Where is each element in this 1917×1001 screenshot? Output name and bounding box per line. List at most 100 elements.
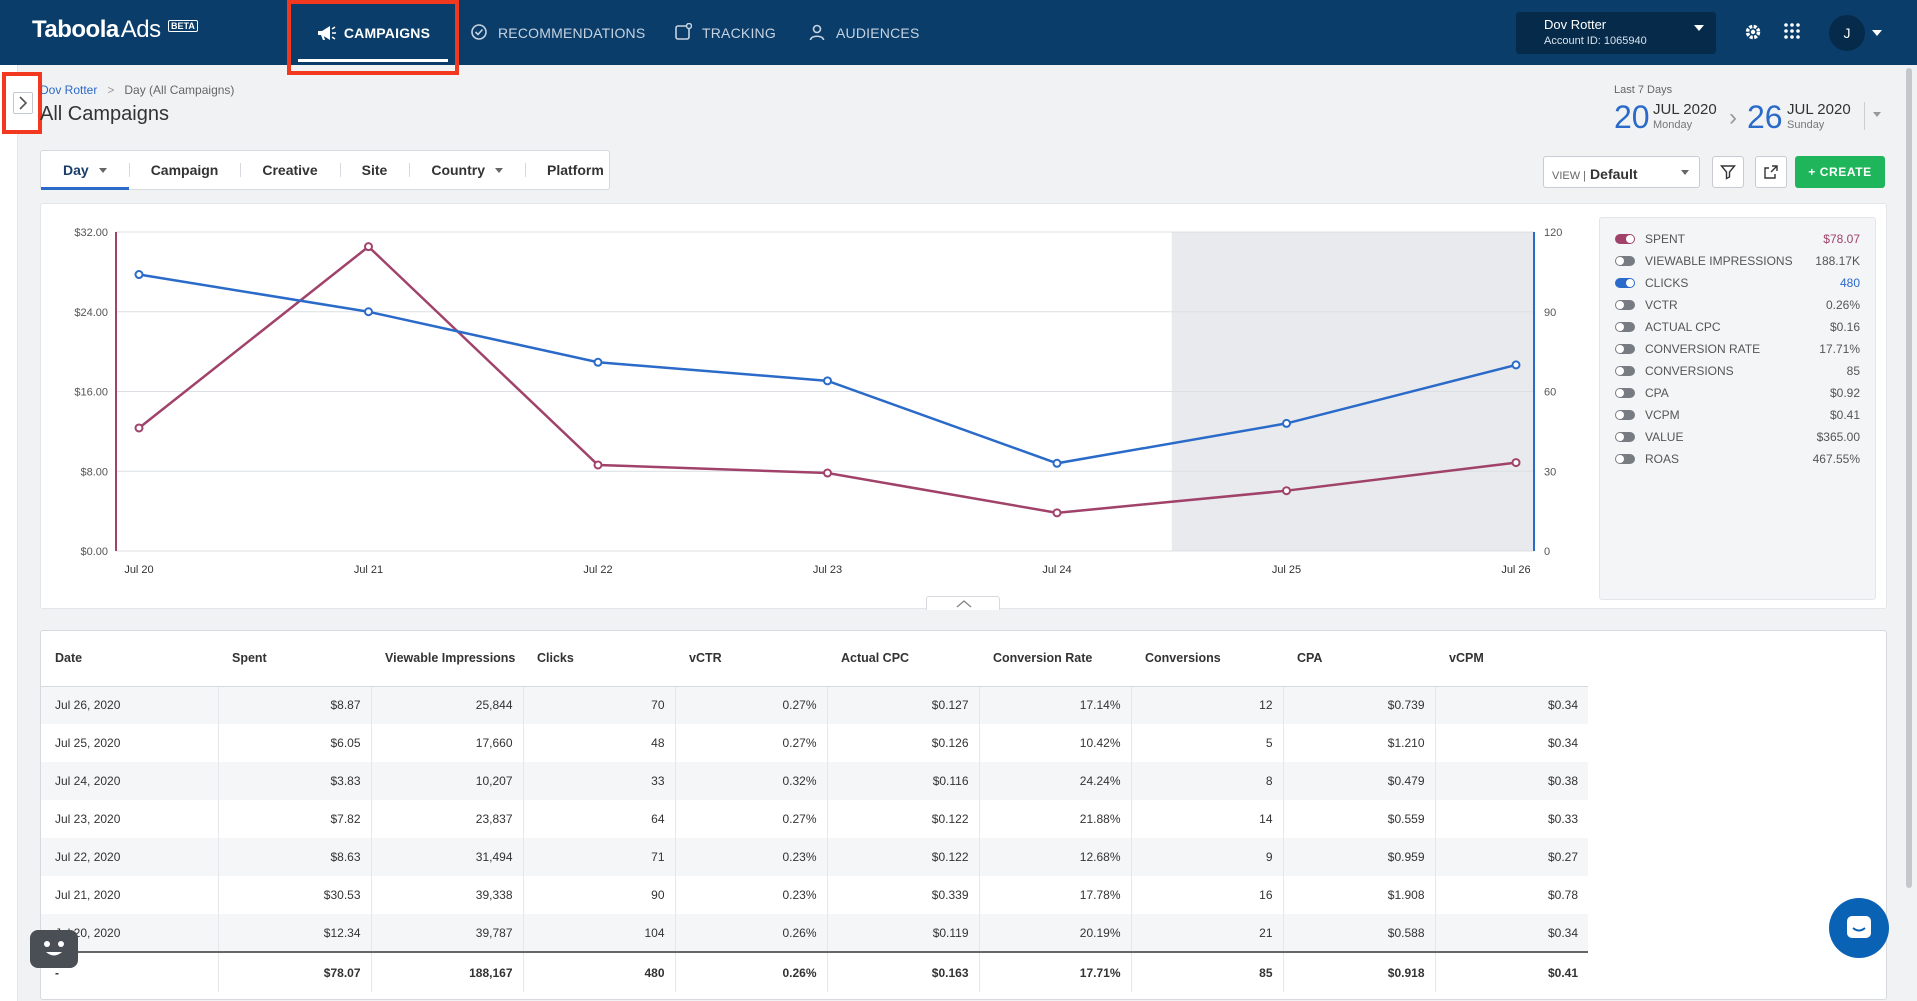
apps-grid-icon[interactable] <box>1783 22 1801 45</box>
page-scrollbar[interactable] <box>1906 68 1912 888</box>
breakdown-tabs: Day Campaign Creative Site Country Platf… <box>40 150 610 190</box>
view-select[interactable]: VIEW | Default <box>1543 156 1700 188</box>
legend-item-vcpm[interactable]: VCPM $0.41 <box>1615 404 1860 426</box>
breadcrumb-current: Day (All Campaigns) <box>124 83 235 97</box>
toggle-switch[interactable] <box>1615 366 1635 376</box>
legend-item-conversion-rate[interactable]: CONVERSION RATE 17.71% <box>1615 338 1860 360</box>
legend-value: 467.55% <box>1812 452 1860 466</box>
y-right-tick-label: 90 <box>1544 307 1556 319</box>
column-header[interactable]: Spent <box>218 631 371 687</box>
tab-day[interactable]: Day <box>41 151 129 190</box>
legend-item-conversions[interactable]: CONVERSIONS 85 <box>1615 360 1860 382</box>
tab-creative[interactable]: Creative <box>240 151 339 189</box>
breadcrumb-separator: > <box>107 83 115 97</box>
toggle-switch[interactable] <box>1615 278 1635 288</box>
table-row[interactable]: Jul 21, 2020 $30.53 39,338 90 0.23% $0.339 17.… <box>41 876 1886 914</box>
legend-label: CPA <box>1645 386 1669 400</box>
x-tick-label: Jul 26 <box>1501 564 1530 576</box>
toggle-switch[interactable] <box>1615 454 1635 464</box>
nav-audiences[interactable]: AUDIENCES <box>808 0 919 65</box>
legend-label: SPENT <box>1645 232 1686 246</box>
legend-item-vctr[interactable]: VCTR 0.26% <box>1615 294 1860 316</box>
column-header[interactable]: Actual CPC <box>827 631 979 687</box>
data-point-spent <box>134 423 144 433</box>
data-point-clicks <box>134 270 144 280</box>
chevron-down-icon <box>98 167 107 173</box>
legend-item-cpa[interactable]: CPA $0.92 <box>1615 382 1860 404</box>
table-row[interactable]: Jul 25, 2020 $6.05 17,660 48 0.27% $0.126 10.4… <box>41 724 1886 762</box>
column-header[interactable]: Viewable Impressions <box>371 631 523 687</box>
tab-platform[interactable]: Platform <box>525 151 626 189</box>
legend-item-value[interactable]: VALUE $365.00 <box>1615 426 1860 448</box>
table-row[interactable]: Jul 20, 2020 $12.34 39,787 104 0.26% $0.119 20… <box>41 914 1886 952</box>
legend-item-viewable-impressions[interactable]: VIEWABLE IMPRESSIONS 188.17K <box>1615 250 1860 272</box>
legend-item-clicks[interactable]: CLICKS 480 <box>1615 272 1860 294</box>
breadcrumb-root[interactable]: Dov Rotter <box>40 83 98 97</box>
legend-item-roas[interactable]: ROAS 467.55% <box>1615 448 1860 470</box>
export-button[interactable] <box>1755 156 1787 188</box>
toggle-switch[interactable] <box>1615 234 1635 244</box>
column-header[interactable]: vCPM <box>1435 631 1588 687</box>
toggle-switch[interactable] <box>1615 322 1635 332</box>
column-header[interactable]: CPA <box>1283 631 1435 687</box>
y-right-tick-label: 0 <box>1544 546 1550 558</box>
y-left-tick-label: $0.00 <box>80 546 108 558</box>
table-cell: 9 <box>1130 838 1283 876</box>
column-header[interactable]: Clicks <box>523 631 675 687</box>
gear-icon[interactable] <box>1743 22 1763 47</box>
tab-site[interactable]: Site <box>339 151 410 189</box>
toggle-switch[interactable] <box>1615 300 1635 310</box>
date-range-picker[interactable]: Last 7 Days 20 JUL 2020 Monday › 26 JUL … <box>1614 84 1904 135</box>
collapse-chart-button[interactable] <box>926 596 1000 610</box>
table-cell: $1.908 <box>1282 876 1435 914</box>
avatar-chevron-down-icon[interactable] <box>1872 30 1882 36</box>
create-button[interactable]: + CREATE <box>1795 156 1885 188</box>
table-cell: Jul 24, 2020 <box>41 762 218 800</box>
y-left-tick-label: $24.00 <box>74 307 108 319</box>
data-point-spent <box>593 460 603 470</box>
toggle-switch[interactable] <box>1615 432 1635 442</box>
table-row[interactable]: Jul 24, 2020 $3.83 10,207 33 0.32% $0.116 24.2… <box>41 762 1886 800</box>
nav-recommendations[interactable]: RECOMMENDATIONS <box>470 0 645 65</box>
table-cell: 70 <box>522 686 675 724</box>
toggle-switch[interactable] <box>1615 256 1635 266</box>
tab-country[interactable]: Country <box>409 151 525 189</box>
toggle-switch[interactable] <box>1615 344 1635 354</box>
taboola-ads-logo[interactable]: TaboolaAds BETA <box>32 16 198 44</box>
start-day: 20 <box>1614 99 1650 135</box>
x-tick-label: Jul 25 <box>1272 564 1301 576</box>
filter-button[interactable] <box>1712 156 1744 188</box>
nav-campaigns[interactable]: CAMPAIGNS <box>288 0 458 65</box>
table-cell: 0.27% <box>674 800 827 838</box>
filter-icon <box>1720 165 1736 180</box>
table-cell: 0.27% <box>674 686 827 724</box>
end-month: JUL 2020 <box>1787 101 1851 118</box>
nav-tracking[interactable]: TRACKING <box>674 0 776 65</box>
bot-face-icon <box>44 941 64 956</box>
column-header[interactable]: Conversions <box>1131 631 1283 687</box>
toggle-switch[interactable] <box>1615 388 1635 398</box>
date-range-label: Last 7 Days <box>1614 84 1673 96</box>
table-cell: $0.479 <box>1282 762 1435 800</box>
table-row[interactable]: Jul 23, 2020 $7.82 23,837 64 0.27% $0.122 21.8… <box>41 800 1886 838</box>
table-row[interactable]: Jul 22, 2020 $8.63 31,494 71 0.23% $0.122 12.6… <box>41 838 1886 876</box>
table-cell: $0.588 <box>1282 914 1435 952</box>
chevron-down-icon <box>1681 170 1689 175</box>
account-selector[interactable]: Dov Rotter Account ID: 1065940 <box>1516 12 1716 54</box>
chevron-down-icon <box>495 167 503 173</box>
avatar[interactable]: J <box>1829 15 1865 51</box>
column-header[interactable]: vCTR <box>675 631 827 687</box>
toggle-switch[interactable] <box>1615 410 1635 420</box>
x-tick-label: Jul 21 <box>354 564 383 576</box>
sidebar-toggle[interactable] <box>2 72 42 134</box>
table-cell: 10.42% <box>978 724 1131 762</box>
column-header[interactable]: Conversion Rate <box>979 631 1131 687</box>
metrics-legend: SPENT $78.07 VIEWABLE IMPRESSIONS 188.17K CL… <box>1599 217 1876 600</box>
column-header[interactable]: Date <box>41 631 218 687</box>
legend-item-actual-cpc[interactable]: ACTUAL CPC $0.16 <box>1615 316 1860 338</box>
table-row[interactable]: Jul 26, 2020 $8.87 25,844 70 0.27% $0.127 17.1… <box>41 686 1886 724</box>
tab-campaign[interactable]: Campaign <box>128 151 241 189</box>
bot-widget[interactable] <box>30 930 78 968</box>
legend-item-spent[interactable]: SPENT $78.07 <box>1615 228 1860 250</box>
chat-button[interactable] <box>1829 898 1889 958</box>
